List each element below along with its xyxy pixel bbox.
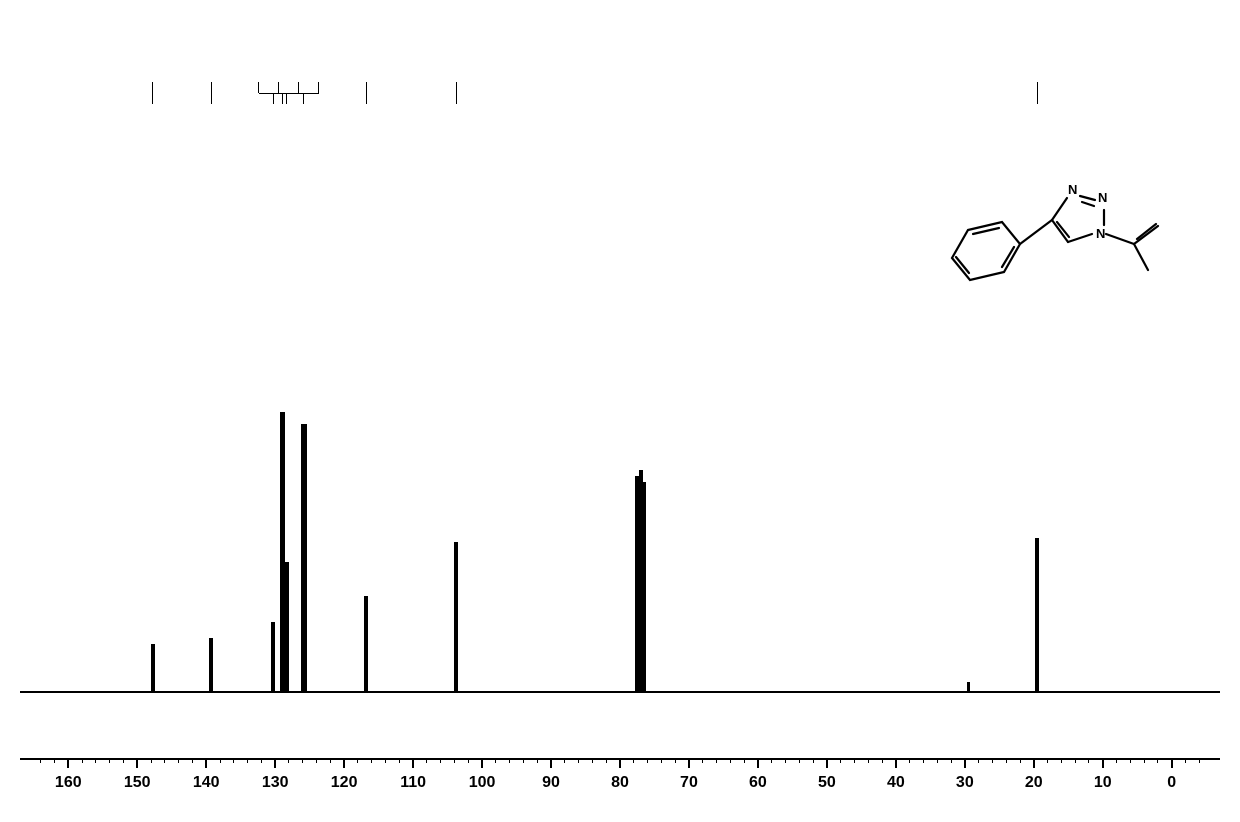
molecule-structure: N N N <box>920 140 1180 300</box>
spectrum-peak <box>209 638 213 692</box>
svg-text:N: N <box>1068 182 1077 197</box>
svg-text:N: N <box>1096 226 1105 241</box>
spectrum-peak <box>642 482 646 692</box>
axis-tick-label: 80 <box>611 774 629 792</box>
svg-text:N: N <box>1098 190 1107 205</box>
axis-tick <box>274 758 276 768</box>
spectrum-peak <box>151 644 155 692</box>
axis-tick-label: 150 <box>124 774 151 792</box>
axis-tick <box>136 758 138 768</box>
axis-tick <box>67 758 69 768</box>
axis-tick-label: 120 <box>331 774 358 792</box>
spectrum-peak <box>967 682 970 692</box>
axis-tick <box>619 758 621 768</box>
axis-tick-label: 70 <box>680 774 698 792</box>
axis-tick <box>895 758 897 768</box>
axis-tick-label: 160 <box>55 774 82 792</box>
axis-tick-label: 110 <box>400 774 426 792</box>
axis-tick <box>757 758 759 768</box>
axis-tick-label: 130 <box>262 774 289 792</box>
axis-tick <box>1102 758 1104 768</box>
axis-tick-label: 20 <box>1025 774 1043 792</box>
axis-tick <box>412 758 414 768</box>
axis-tick <box>964 758 966 768</box>
axis-tick <box>1171 758 1173 768</box>
peak-label-region: 147.717139.257130.289128.868128.339125.8… <box>0 0 1240 140</box>
axis-tick-label: 50 <box>818 774 836 792</box>
axis-tick <box>343 758 345 768</box>
axis-tick-label: 90 <box>542 774 560 792</box>
axis-tick-label: 140 <box>193 774 220 792</box>
axis-tick-label: 0 <box>1167 774 1176 792</box>
spectrum-peak <box>364 596 368 692</box>
axis-tick-label: 60 <box>749 774 767 792</box>
axis-tick-label: 10 <box>1094 774 1112 792</box>
spectrum-peak <box>301 424 307 692</box>
axis-tick <box>550 758 552 768</box>
spectrum-peak <box>1035 538 1039 692</box>
axis-tick <box>205 758 207 768</box>
spectrum-peak <box>454 542 458 692</box>
axis-tick <box>826 758 828 768</box>
axis-tick <box>688 758 690 768</box>
axis-tick <box>481 758 483 768</box>
axis-tick-label: 100 <box>469 774 496 792</box>
spectrum-peak <box>285 562 289 692</box>
axis-tick-label: 40 <box>887 774 905 792</box>
axis-tick-label: 30 <box>956 774 974 792</box>
spectrum-peak <box>271 622 275 692</box>
baseline <box>20 691 1220 693</box>
axis-tick <box>1033 758 1035 768</box>
